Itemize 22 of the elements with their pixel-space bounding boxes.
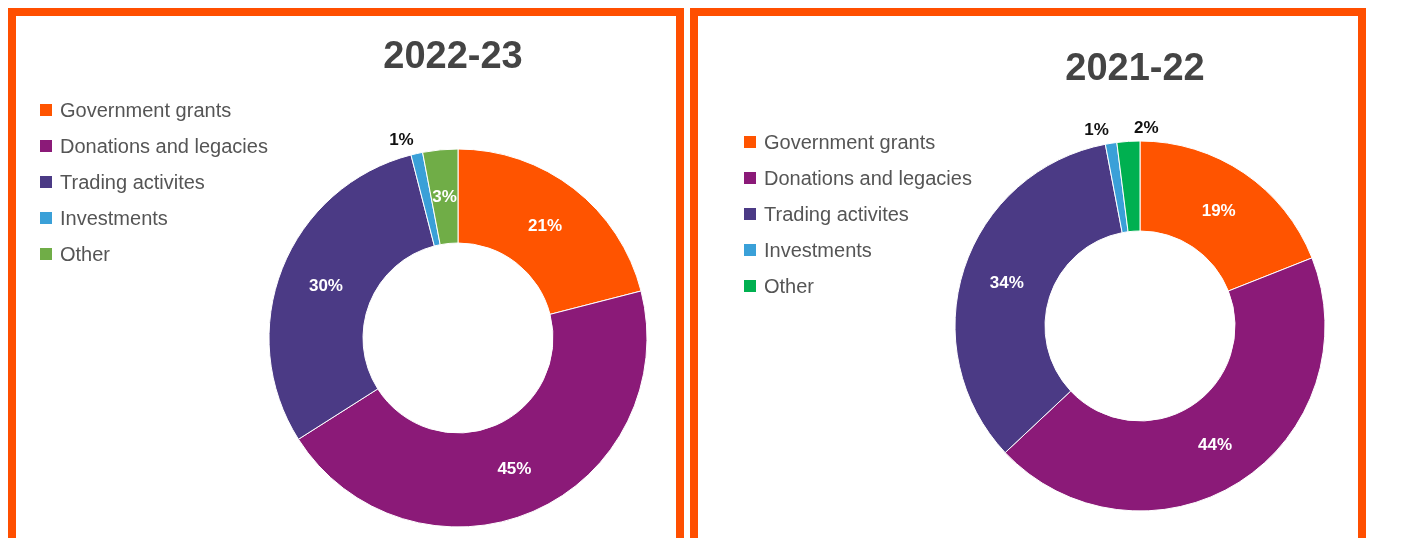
legend-label: Government grants: [764, 130, 936, 155]
legend-label: Donations and legacies: [764, 166, 972, 191]
legend-label: Trading activites: [60, 170, 205, 195]
data-label: 1%: [389, 130, 414, 150]
data-label: 1%: [1084, 119, 1109, 139]
legend-label: Government grants: [60, 98, 232, 123]
legend-label: Investments: [60, 206, 168, 231]
data-label: 45%: [497, 458, 532, 478]
data-label: 44%: [1198, 434, 1233, 454]
legend-label: Other: [60, 242, 111, 267]
chart-title: 2022-23: [382, 34, 524, 77]
data-label: 19%: [1201, 200, 1236, 220]
chart-title: 2021-22: [1064, 46, 1206, 89]
data-label: 30%: [308, 276, 343, 296]
legend-label: Donations and legacies: [60, 134, 268, 159]
data-label: 34%: [989, 273, 1024, 293]
legend-label: Trading activites: [764, 202, 909, 227]
data-label: 21%: [528, 216, 563, 236]
data-label: 3%: [432, 187, 457, 207]
legend-label: Other: [764, 274, 815, 299]
legend-label: Investments: [764, 238, 872, 263]
data-label: 2%: [1134, 117, 1159, 137]
